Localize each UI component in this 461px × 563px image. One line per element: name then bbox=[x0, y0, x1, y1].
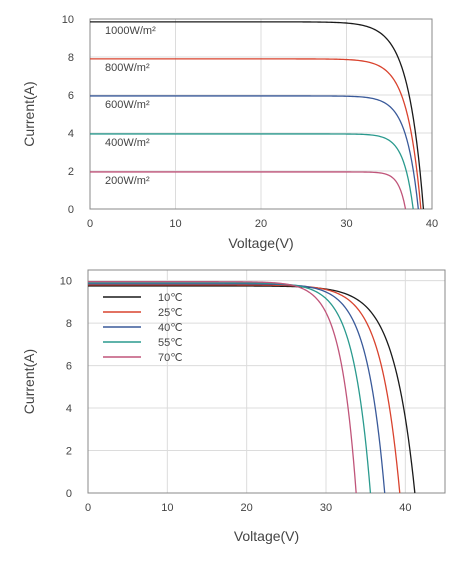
y-axis-label: Current(A) bbox=[21, 349, 37, 414]
x-tick-label: 30 bbox=[340, 218, 352, 230]
x-tick-label: 40 bbox=[426, 218, 438, 230]
legend-label: 25℃ bbox=[158, 307, 183, 319]
series-label: 1000W/m² bbox=[105, 25, 156, 37]
series-label: 200W/m² bbox=[105, 175, 150, 187]
series-line bbox=[90, 58, 422, 210]
x-tick-label: 20 bbox=[255, 218, 267, 230]
y-axis-label: Current(A) bbox=[21, 81, 37, 146]
series-line bbox=[88, 284, 401, 494]
series-line bbox=[88, 282, 372, 494]
series-line bbox=[90, 133, 414, 210]
x-tick-label: 0 bbox=[87, 218, 93, 230]
x-axis-label: Voltage(V) bbox=[234, 528, 299, 544]
series-label: 400W/m² bbox=[105, 137, 150, 149]
series-label: 800W/m² bbox=[105, 62, 150, 74]
series-line bbox=[90, 21, 425, 210]
temperature-chart: 0 10 20 30 40 0 2 4 6 8 10 Voltage(V) Current(A) 10℃ 2… bbox=[21, 269, 446, 544]
series-line bbox=[88, 285, 416, 494]
x-tick-label: 20 bbox=[241, 502, 253, 514]
y-tick-label: 6 bbox=[68, 90, 74, 102]
legend-label: 10℃ bbox=[158, 292, 183, 304]
y-tick-label: 10 bbox=[60, 276, 72, 288]
series-line bbox=[90, 171, 407, 210]
y-tick-label: 8 bbox=[66, 318, 72, 330]
x-tick-label: 0 bbox=[85, 502, 91, 514]
y-tick-label: 4 bbox=[68, 128, 74, 140]
series-line bbox=[88, 281, 357, 494]
series-line bbox=[90, 95, 419, 210]
y-tick-label: 0 bbox=[66, 488, 72, 500]
irradiance-chart: 0 10 20 30 40 0 2 4 6 8 10 Voltage(V) Current(A) 1000… bbox=[21, 14, 438, 251]
plot-frame bbox=[89, 18, 433, 210]
y-tick-label: 4 bbox=[66, 403, 72, 415]
legend-label: 40℃ bbox=[158, 322, 183, 334]
y-tick-label: 2 bbox=[68, 166, 74, 178]
x-tick-label: 10 bbox=[161, 502, 173, 514]
y-tick-label: 2 bbox=[66, 446, 72, 458]
y-tick-label: 8 bbox=[68, 52, 74, 64]
x-axis-label: Voltage(V) bbox=[228, 235, 293, 251]
x-tick-label: 10 bbox=[169, 218, 181, 230]
legend-label: 70℃ bbox=[158, 352, 183, 364]
legend-label: 55℃ bbox=[158, 337, 183, 349]
plot-frame bbox=[87, 269, 446, 494]
y-tick-label: 10 bbox=[62, 14, 74, 26]
y-tick-label: 6 bbox=[66, 361, 72, 373]
series-label: 600W/m² bbox=[105, 99, 150, 111]
x-tick-label: 40 bbox=[399, 502, 411, 514]
x-tick-label: 30 bbox=[320, 502, 332, 514]
series-line bbox=[88, 283, 386, 494]
y-tick-label: 0 bbox=[68, 204, 74, 216]
